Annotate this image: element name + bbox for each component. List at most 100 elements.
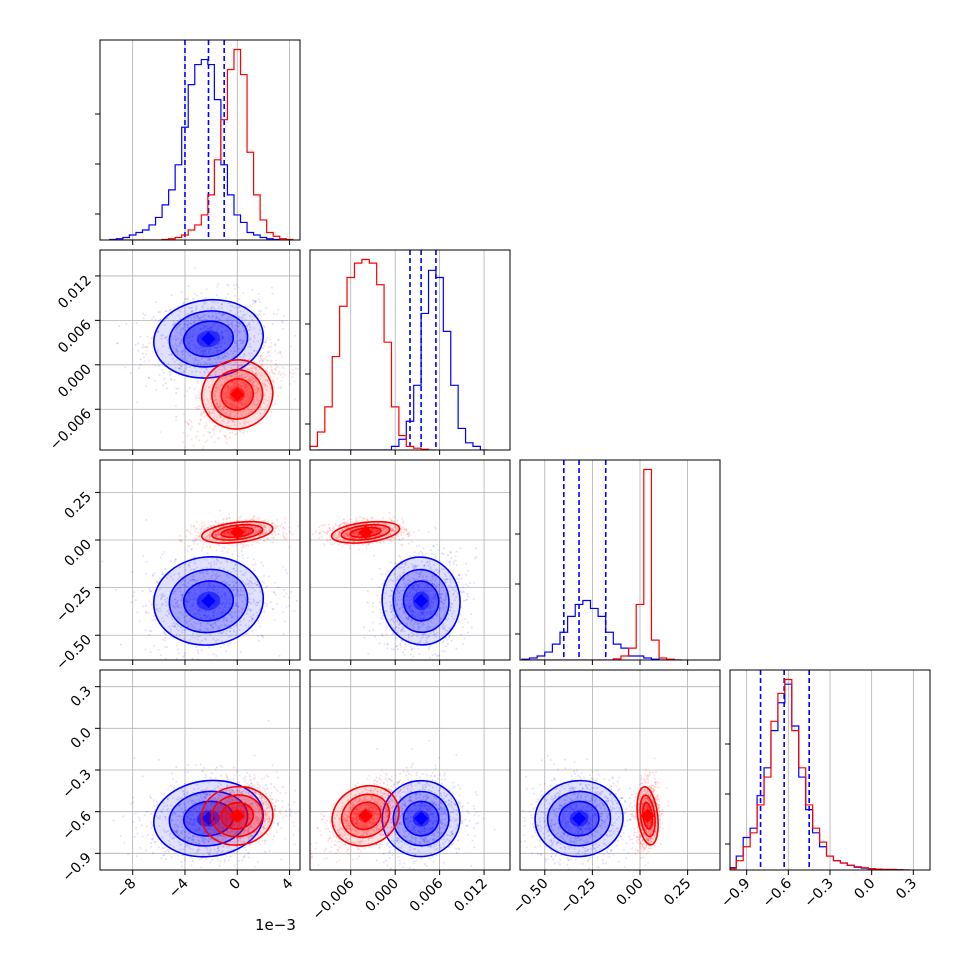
scatter-point [169, 308, 172, 311]
scatter-point [443, 578, 446, 581]
scatter-point [179, 606, 182, 609]
scatter-point [409, 623, 412, 626]
scatter-point [137, 367, 140, 370]
scatter-point [270, 392, 273, 395]
scatter-point [263, 409, 266, 412]
scatter-point [246, 407, 249, 410]
scatter-point [213, 393, 216, 396]
scatter-point [212, 323, 215, 326]
scatter-point [163, 377, 166, 380]
scatter-point [403, 563, 406, 566]
scatter-point [378, 533, 381, 536]
scatter-point [440, 567, 443, 570]
scatter-point [431, 654, 434, 657]
scatter-point [220, 612, 223, 615]
scatter-point [228, 413, 231, 416]
scatter-point [173, 625, 176, 628]
scatter-point [447, 613, 450, 616]
scatter-point [192, 297, 195, 300]
scatter-point [439, 596, 442, 599]
scatter-point [270, 345, 273, 348]
scatter-point [223, 365, 226, 368]
scatter-point [444, 660, 446, 662]
scatter-point [199, 317, 202, 320]
scatter-point [415, 590, 418, 593]
scatter-point [225, 632, 228, 635]
scatter-point [235, 601, 238, 604]
scatter-point [263, 602, 266, 605]
panel-frame [99, 249, 301, 451]
scatter-point [443, 599, 446, 602]
scatter-point [163, 551, 166, 554]
scatter-point [156, 580, 159, 583]
scatter-point [442, 602, 445, 605]
scatter-point [182, 441, 185, 444]
scatter-point [174, 625, 177, 628]
scatter-point [233, 382, 236, 385]
scatter-point [215, 532, 218, 535]
scatter-point [390, 611, 393, 614]
scatter-point [171, 618, 174, 621]
scatter-point [276, 518, 279, 521]
scatter-point [230, 385, 233, 388]
scatter-point [246, 531, 249, 534]
scatter-point [378, 601, 381, 604]
scatter-point [347, 522, 350, 525]
scatter-point [257, 382, 260, 385]
contour-line [168, 310, 249, 368]
scatter-point [384, 526, 387, 529]
scatter-point [195, 307, 198, 310]
scatter-point [264, 378, 267, 381]
scatter-point [251, 380, 254, 383]
scatter-point [256, 604, 259, 607]
scatter-point [214, 386, 217, 389]
scatter-point [147, 377, 150, 380]
scatter-point [215, 386, 218, 389]
scatter-point [226, 352, 229, 355]
scatter-point [401, 629, 404, 632]
scatter-point [238, 375, 241, 378]
scatter-point [390, 594, 393, 597]
scatter-point [260, 375, 263, 378]
scatter-point [192, 578, 195, 581]
scatter-point [248, 396, 251, 399]
scatter-point [214, 312, 217, 315]
scatter-point [124, 366, 127, 369]
scatter-point [177, 350, 180, 353]
scatter-point [266, 537, 269, 540]
scatter-point [388, 600, 391, 603]
scatter-point [232, 567, 235, 570]
y-tick-label: −0.25 [53, 584, 95, 626]
scatter-point [259, 373, 262, 376]
scatter-point [222, 337, 225, 340]
scatter-point [216, 533, 219, 536]
scatter-point [209, 531, 212, 534]
scatter-point [391, 633, 394, 636]
scatter-point [265, 605, 268, 608]
scatter-point [431, 601, 434, 604]
scatter-point [230, 616, 233, 619]
scatter-point [422, 611, 425, 614]
scatter-point [236, 367, 239, 370]
scatter-point [177, 648, 180, 651]
scatter-point [224, 592, 227, 595]
scatter-point [235, 587, 238, 590]
scatter-point [213, 433, 216, 436]
scatter-point [235, 342, 238, 345]
scatter-point [231, 589, 234, 592]
scatter-point [226, 391, 229, 394]
scatter-point [218, 357, 221, 360]
scatter-point [428, 567, 431, 570]
scatter-point [384, 528, 387, 531]
scatter-point [223, 380, 226, 383]
scatter-point [321, 529, 324, 532]
scatter-point [195, 597, 198, 600]
scatter-point [230, 335, 233, 338]
scatter-point [276, 352, 279, 355]
scatter-point [219, 416, 222, 419]
scatter-point [200, 622, 203, 625]
scatter-point [199, 405, 202, 408]
scatter-point [252, 380, 255, 383]
scatter-point [214, 535, 217, 538]
scatter-point [409, 590, 412, 593]
